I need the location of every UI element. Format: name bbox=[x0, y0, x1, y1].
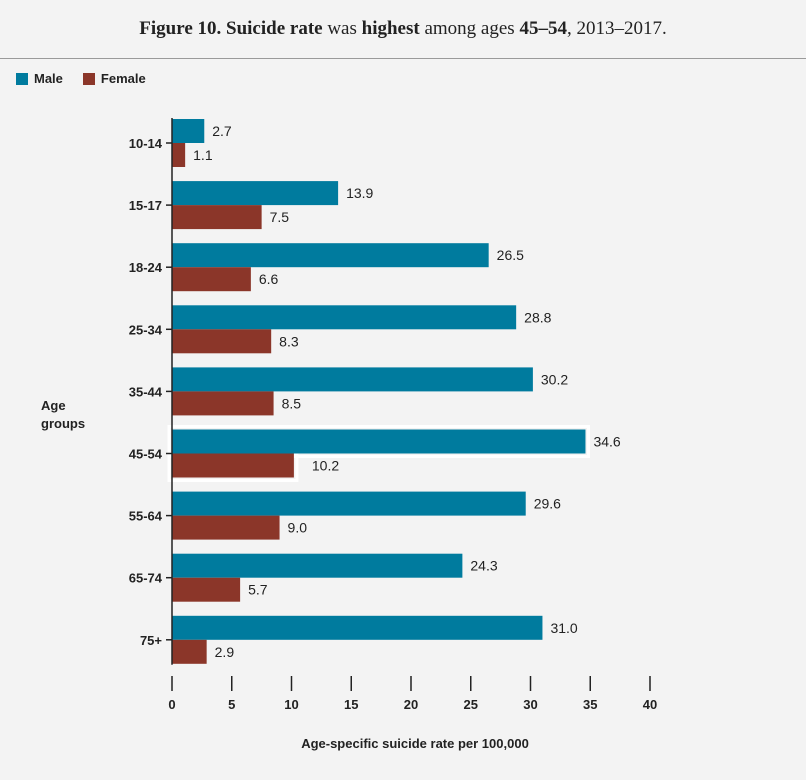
legend-label-female: Female bbox=[100, 71, 146, 86]
legend-item-female: Female bbox=[82, 71, 146, 86]
legend-item-male: Male bbox=[16, 71, 63, 86]
x-tick-label-0: 0 bbox=[168, 697, 175, 712]
title-divider bbox=[0, 58, 806, 59]
value-label-male-25-34: 28.8 bbox=[524, 309, 551, 325]
value-label-female-45-54: 10.2 bbox=[312, 458, 339, 474]
value-label-female-15-17: 7.5 bbox=[270, 209, 290, 225]
bar-male-18-24 bbox=[172, 243, 489, 268]
category-label-18-24: 18-24 bbox=[129, 260, 163, 275]
bar-female-35-44 bbox=[172, 391, 274, 416]
category-label-45-54: 45-54 bbox=[129, 447, 163, 462]
bar-male-15-17 bbox=[172, 181, 339, 206]
value-label-male-55-64: 29.6 bbox=[534, 496, 561, 512]
bar-male-45-54 bbox=[172, 429, 586, 454]
bar-female-45-54 bbox=[172, 453, 294, 478]
legend-label-male: Male bbox=[34, 71, 63, 86]
chart-title: Figure 10. Suicide rate was highest amon… bbox=[0, 18, 806, 40]
bar-male-75plus bbox=[172, 615, 543, 640]
bar-female-10-14 bbox=[172, 143, 186, 167]
x-tick-label-15: 15 bbox=[344, 697, 358, 712]
value-label-female-65-74: 5.7 bbox=[248, 582, 268, 598]
bar-female-18-24 bbox=[172, 267, 251, 292]
category-label-75plus: 75+ bbox=[140, 633, 162, 648]
bar-male-25-34 bbox=[172, 305, 517, 330]
value-label-female-35-44: 8.5 bbox=[282, 395, 302, 411]
category-label-10-14: 10-14 bbox=[129, 136, 163, 151]
value-label-female-18-24: 6.6 bbox=[259, 271, 279, 287]
value-label-male-75plus: 31.0 bbox=[550, 620, 577, 636]
value-label-female-75plus: 2.9 bbox=[215, 644, 235, 660]
title-mid1: was bbox=[322, 18, 362, 39]
title-emph: highest bbox=[361, 18, 420, 39]
title-mid2: among ages bbox=[419, 18, 520, 39]
value-label-female-55-64: 9.0 bbox=[288, 520, 308, 536]
x-tick-label-5: 5 bbox=[228, 697, 235, 712]
bar-female-55-64 bbox=[172, 515, 280, 540]
value-label-male-35-44: 30.2 bbox=[541, 371, 568, 387]
x-tick-label-40: 40 bbox=[643, 697, 657, 712]
value-label-male-65-74: 24.3 bbox=[470, 558, 497, 574]
value-label-female-10-14: 1.1 bbox=[193, 147, 213, 163]
x-tick-label-30: 30 bbox=[523, 697, 537, 712]
bar-female-15-17 bbox=[172, 205, 262, 230]
value-label-male-18-24: 26.5 bbox=[497, 247, 524, 263]
value-label-male-10-14: 2.7 bbox=[212, 123, 232, 139]
category-label-65-74: 65-74 bbox=[129, 571, 163, 586]
category-label-35-44: 35-44 bbox=[129, 384, 163, 399]
bar-male-10-14 bbox=[172, 119, 205, 143]
x-tick-label-35: 35 bbox=[583, 697, 597, 712]
category-label-55-64: 55-64 bbox=[129, 509, 163, 524]
legend-swatch-female bbox=[82, 72, 95, 85]
bar-male-65-74 bbox=[172, 553, 463, 578]
legend: Male Female bbox=[16, 71, 166, 86]
bar-male-35-44 bbox=[172, 367, 533, 392]
title-prefix: Figure 10. Suicide rate bbox=[139, 18, 323, 39]
highlight-border-male-45-54 bbox=[167, 425, 590, 458]
value-label-male-15-17: 13.9 bbox=[346, 185, 373, 201]
x-tick-label-20: 20 bbox=[404, 697, 418, 712]
category-label-25-34: 25-34 bbox=[129, 322, 163, 337]
bar-female-25-34 bbox=[172, 329, 272, 354]
value-label-male-45-54: 34.6 bbox=[593, 434, 620, 450]
title-age: 45–54 bbox=[519, 18, 567, 39]
value-label-female-25-34: 8.3 bbox=[279, 333, 299, 349]
bar-female-65-74 bbox=[172, 577, 241, 602]
y-axis-title-line1: Age bbox=[41, 398, 66, 413]
x-tick-label-10: 10 bbox=[284, 697, 298, 712]
title-suffix: , 2013–2017. bbox=[566, 18, 667, 39]
category-label-15-17: 15-17 bbox=[129, 198, 162, 213]
bar-male-55-64 bbox=[172, 491, 526, 516]
x-tick-label-25: 25 bbox=[464, 697, 478, 712]
bar-female-75plus bbox=[172, 639, 207, 664]
legend-swatch-male bbox=[16, 72, 28, 85]
x-axis-title: Age-specific suicide rate per 100,000 bbox=[301, 736, 529, 751]
y-axis-title-line2: groups bbox=[41, 416, 85, 431]
